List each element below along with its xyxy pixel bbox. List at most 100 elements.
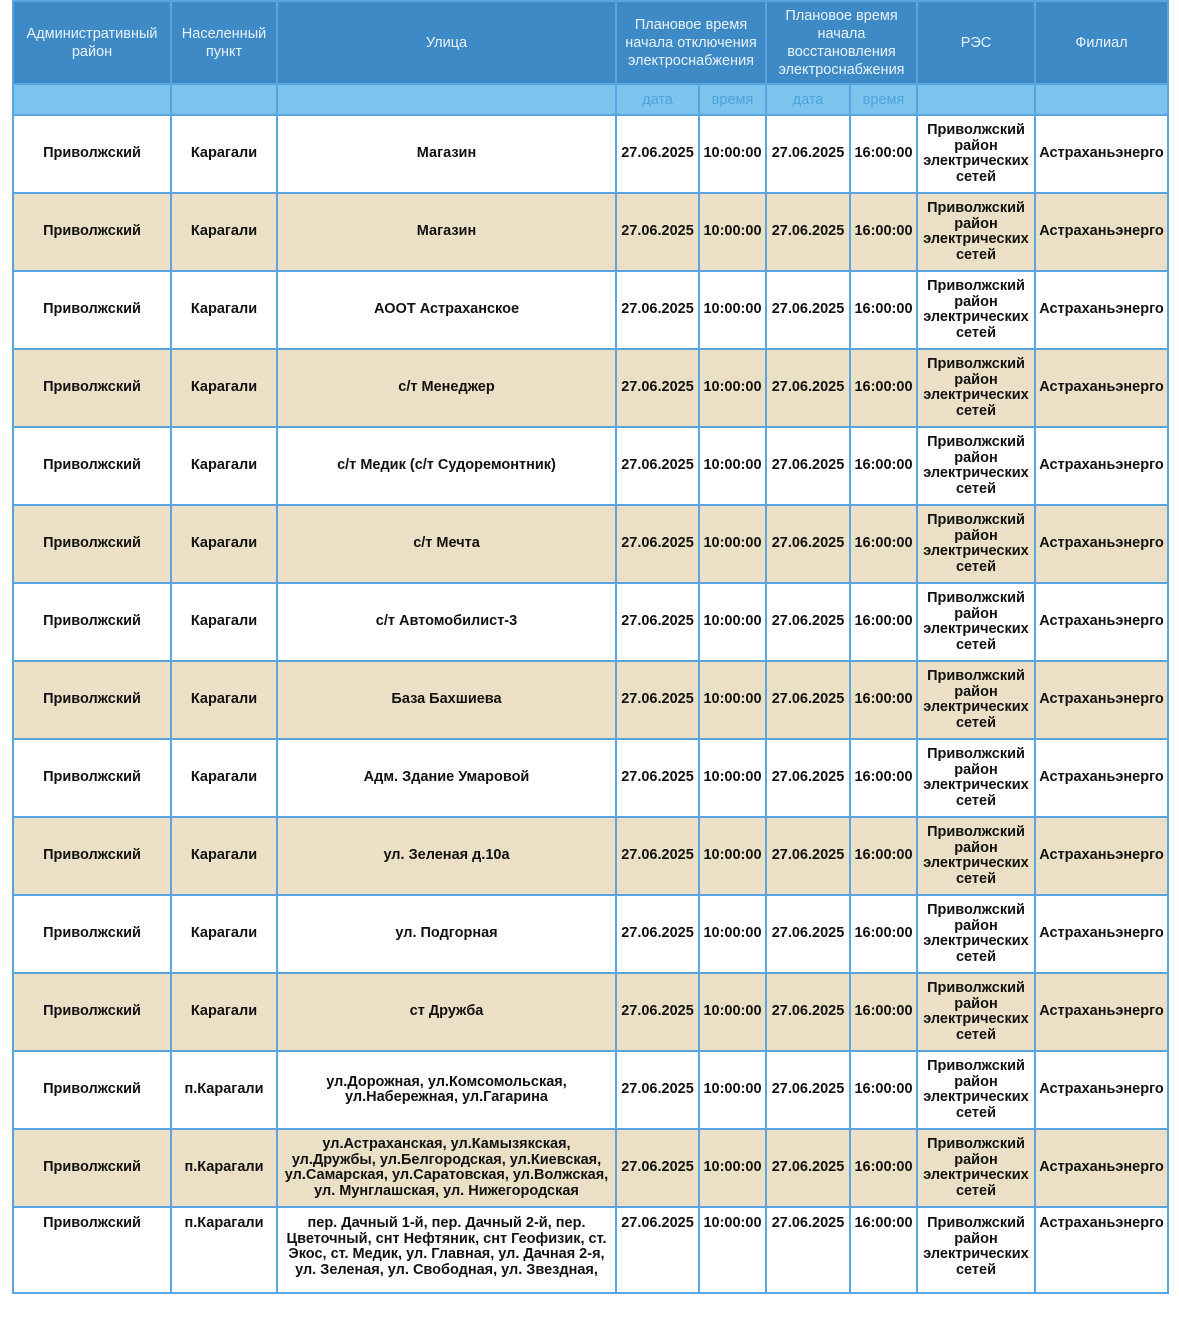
- district-cell: Приволжский: [12, 1206, 172, 1294]
- sub-on-time: время: [849, 83, 918, 116]
- district-cell: Приволжский: [12, 426, 172, 506]
- locality-cell: Карагали: [170, 270, 278, 350]
- restore-date-cell: 27.06.2025: [765, 192, 851, 272]
- res-cell: Приволжский район электрических сетей: [916, 582, 1036, 662]
- outage-date-cell: 27.06.2025: [615, 270, 700, 350]
- locality-cell: Карагали: [170, 738, 278, 818]
- table-row: Приволжский Карагали с/т Мечта 27.06.2025 10…: [12, 504, 1169, 584]
- table-row: Приволжский Карагали с/т Менеджер 27.06.202…: [12, 348, 1169, 428]
- street-cell: с/т Мечта: [276, 504, 617, 584]
- outage-date-cell: 27.06.2025: [615, 114, 700, 194]
- restore-date-cell: 27.06.2025: [765, 348, 851, 428]
- restore-time-cell: 16:00:00: [849, 426, 918, 506]
- restore-time-cell: 16:00:00: [849, 1206, 918, 1294]
- street-cell: ст Дружба: [276, 972, 617, 1052]
- locality-cell: Карагали: [170, 348, 278, 428]
- table-row: Приволжский Карагали База Бахшиева 27.06.20…: [12, 660, 1169, 740]
- branch-cell: Астраханьэнерго: [1034, 1128, 1169, 1208]
- branch-cell: Астраханьэнерго: [1034, 972, 1169, 1052]
- restore-date-cell: 27.06.2025: [765, 816, 851, 896]
- street-cell: Магазин: [276, 114, 617, 194]
- locality-cell: Карагали: [170, 972, 278, 1052]
- table-row: Приволжский Карагали Магазин 27.06.2025 10:0…: [12, 114, 1169, 194]
- res-cell: Приволжский район электрических сетей: [916, 1128, 1036, 1208]
- restore-time-cell: 16:00:00: [849, 1128, 918, 1208]
- restore-date-cell: 27.06.2025: [765, 504, 851, 584]
- street-cell: пер. Дачный 1-й, пер. Дачный 2-й, пер. Ц…: [276, 1206, 617, 1294]
- table-row: Приволжский Карагали с/т Медик (с/т Судоре…: [12, 426, 1169, 506]
- sub-off-date: дата: [615, 83, 700, 116]
- restore-time-cell: 16:00:00: [849, 504, 918, 584]
- table-row: Приволжский Карагали АООТ Астраханское 27.0…: [12, 270, 1169, 350]
- table-row: Приволжский Карагали ст Дружба 27.06.2025 10…: [12, 972, 1169, 1052]
- table-row: Приволжский Карагали ул. Подгорная 27.06.20…: [12, 894, 1169, 974]
- district-cell: Приволжский: [12, 972, 172, 1052]
- branch-cell: Астраханьэнерго: [1034, 504, 1169, 584]
- outage-time-cell: 10:00:00: [698, 426, 767, 506]
- res-cell: Приволжский район электрических сетей: [916, 192, 1036, 272]
- outage-date-cell: 27.06.2025: [615, 816, 700, 896]
- outage-date-cell: 27.06.2025: [615, 894, 700, 974]
- branch-cell: Астраханьэнерго: [1034, 660, 1169, 740]
- subheader-row: дата время дата время: [12, 83, 1169, 116]
- col-outage-start: Плановое время начала отключения электро…: [615, 0, 767, 85]
- branch-cell: Астраханьэнерго: [1034, 192, 1169, 272]
- res-cell: Приволжский район электрических сетей: [916, 1206, 1036, 1294]
- table-row: Приволжский п.Карагали ул.Дорожная, ул.Ком…: [12, 1050, 1169, 1130]
- col-restore-start: Плановое время начала восстановления эле…: [765, 0, 918, 85]
- table-row: Приволжский Карагали ул. Зеленая д.10а 27.0…: [12, 816, 1169, 896]
- district-cell: Приволжский: [12, 192, 172, 272]
- restore-date-cell: 27.06.2025: [765, 1206, 851, 1294]
- locality-cell: Карагали: [170, 660, 278, 740]
- table-row: Приволжский п.Карагали ул.Астраханская, ул…: [12, 1128, 1169, 1208]
- branch-cell: Астраханьэнерго: [1034, 426, 1169, 506]
- outage-date-cell: 27.06.2025: [615, 426, 700, 506]
- restore-date-cell: 27.06.2025: [765, 270, 851, 350]
- res-cell: Приволжский район электрических сетей: [916, 504, 1036, 584]
- res-cell: Приволжский район электрических сетей: [916, 348, 1036, 428]
- locality-cell: Карагали: [170, 426, 278, 506]
- sub-off-time: время: [698, 83, 767, 116]
- sub-empty: [276, 83, 617, 116]
- outage-time-cell: 10:00:00: [698, 1206, 767, 1294]
- sub-empty: [1034, 83, 1169, 116]
- branch-cell: Астраханьэнерго: [1034, 738, 1169, 818]
- outage-date-cell: 27.06.2025: [615, 192, 700, 272]
- sub-on-date: дата: [765, 83, 851, 116]
- street-cell: с/т Медик (с/т Судоремонтник): [276, 426, 617, 506]
- restore-time-cell: 16:00:00: [849, 582, 918, 662]
- restore-time-cell: 16:00:00: [849, 738, 918, 818]
- street-cell: с/т Менеджер: [276, 348, 617, 428]
- table-row: Приволжский п.Карагали пер. Дачный 1-й, пе…: [12, 1206, 1169, 1294]
- restore-date-cell: 27.06.2025: [765, 972, 851, 1052]
- branch-cell: Астраханьэнерго: [1034, 348, 1169, 428]
- restore-time-cell: 16:00:00: [849, 348, 918, 428]
- district-cell: Приволжский: [12, 114, 172, 194]
- locality-cell: Карагали: [170, 894, 278, 974]
- sub-empty: [916, 83, 1036, 116]
- district-cell: Приволжский: [12, 270, 172, 350]
- outage-time-cell: 10:00:00: [698, 894, 767, 974]
- restore-date-cell: 27.06.2025: [765, 738, 851, 818]
- outage-time-cell: 10:00:00: [698, 972, 767, 1052]
- restore-time-cell: 16:00:00: [849, 270, 918, 350]
- street-cell: ул.Астраханская, ул.Камызякская, ул.Друж…: [276, 1128, 617, 1208]
- district-cell: Приволжский: [12, 504, 172, 584]
- restore-time-cell: 16:00:00: [849, 1050, 918, 1130]
- branch-cell: Астраханьэнерго: [1034, 1050, 1169, 1130]
- table-row: Приволжский Карагали Адм. Здание Умаровой 2…: [12, 738, 1169, 818]
- locality-cell: п.Карагали: [170, 1128, 278, 1208]
- header-row: Административный район Населенный пункт …: [12, 0, 1169, 85]
- street-cell: Адм. Здание Умаровой: [276, 738, 617, 818]
- district-cell: Приволжский: [12, 738, 172, 818]
- col-district: Административный район: [12, 0, 172, 85]
- branch-cell: Астраханьэнерго: [1034, 894, 1169, 974]
- outage-date-cell: 27.06.2025: [615, 1050, 700, 1130]
- outage-time-cell: 10:00:00: [698, 114, 767, 194]
- res-cell: Приволжский район электрических сетей: [916, 894, 1036, 974]
- locality-cell: Карагали: [170, 816, 278, 896]
- col-branch: Филиал: [1034, 0, 1169, 85]
- district-cell: Приволжский: [12, 582, 172, 662]
- outage-time-cell: 10:00:00: [698, 1128, 767, 1208]
- outage-time-cell: 10:00:00: [698, 504, 767, 584]
